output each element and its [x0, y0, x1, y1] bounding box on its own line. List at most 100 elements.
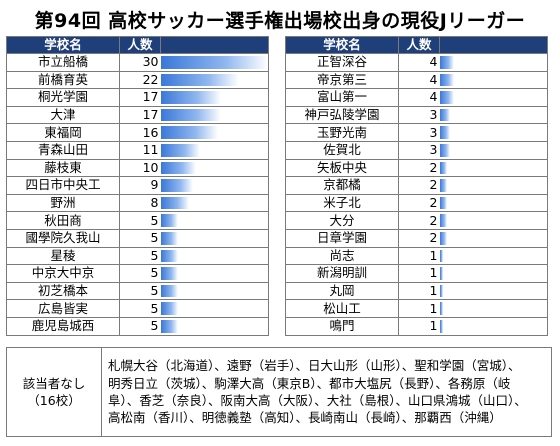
count-bar: [439, 108, 451, 122]
school-name: 矢板中央: [285, 158, 399, 178]
player-count: 3: [398, 105, 440, 125]
ranking-table-left: 学校名 人数 市立船橋 30 前橋育英 22 桐光学園 17 大津 17 東福岡 16 青森山田 11…: [6, 36, 269, 336]
player-count: 3: [398, 140, 440, 160]
player-count: 4: [398, 70, 440, 90]
table-row: 大分 2: [285, 211, 548, 230]
count-bar: [160, 231, 179, 245]
school-name: 正智深谷: [285, 53, 399, 72]
no-players-line: 阜）、香芝（奈良）、阪南大高（大阪）、大社（島根）、山口県鴻城（山口）、: [108, 393, 527, 408]
player-count: 4: [398, 88, 440, 107]
table-header-row: 学校名 人数: [6, 36, 269, 54]
count-bar: [439, 91, 454, 104]
no-players-count: （16校）: [27, 393, 81, 408]
count-bar: [439, 161, 447, 175]
no-players-box: 該当者なし （16校） 札幌大谷（北海道）、遠野（岩手）、日大山形（山形）、聖和…: [6, 347, 552, 437]
table-row: 鳴門 1: [285, 316, 548, 336]
table-row: 初芝橋本 5: [6, 281, 269, 301]
bar-cell: [439, 53, 548, 72]
player-count: 16: [119, 123, 161, 142]
count-bar: [160, 196, 190, 210]
bar-cell: [160, 88, 269, 107]
count-bar: [439, 179, 447, 192]
table-row: 富山第一 4: [285, 88, 548, 107]
bar-cell: [439, 281, 548, 301]
school-name: 京都橘: [285, 176, 399, 195]
school-name: 丸岡: [285, 281, 399, 301]
school-name: 秋田商: [6, 211, 120, 230]
count-bar: [160, 179, 193, 192]
bar-cell: [160, 105, 269, 125]
player-count: 5: [119, 246, 161, 266]
school-column-header: 学校名: [6, 36, 120, 54]
school-name: 大津: [6, 105, 120, 125]
player-count: 2: [398, 176, 440, 195]
count-bar: [160, 73, 240, 87]
count-bar: [160, 249, 179, 263]
count-bar: [160, 214, 179, 227]
table-header-row: 学校名 人数: [285, 36, 548, 54]
table-row: 丸岡 1: [285, 281, 548, 301]
school-name: 桐光学園: [6, 88, 120, 107]
table-row: 市立船橋 30: [6, 53, 269, 72]
player-count: 4: [398, 53, 440, 72]
bar-cell: [160, 140, 269, 160]
bar-cell: [160, 193, 269, 213]
player-count: 3: [398, 123, 440, 142]
player-count: 22: [119, 70, 161, 90]
player-count: 1: [398, 246, 440, 266]
count-bar: [160, 267, 179, 280]
player-count: 1: [398, 316, 440, 336]
bar-cell: [160, 123, 269, 142]
player-count: 5: [119, 316, 161, 336]
table-row: 藤枝東 10: [6, 158, 269, 178]
school-name: 大分: [285, 211, 399, 230]
player-count: 1: [398, 264, 440, 283]
player-count: 2: [398, 211, 440, 230]
count-bar: [439, 56, 454, 69]
table-row: 星稜 5: [6, 246, 269, 266]
count-bar: [439, 73, 454, 87]
count-bar: [439, 302, 444, 315]
bar-column-header: [160, 36, 269, 54]
bar-cell: [439, 88, 548, 107]
count-bar: [160, 143, 200, 157]
table-row: 四日市中央工 9: [6, 176, 269, 195]
bar-cell: [160, 53, 269, 72]
bar-cell: [439, 264, 548, 283]
bar-cell: [439, 316, 548, 336]
table-row: 大津 17: [6, 105, 269, 125]
player-count: 17: [119, 88, 161, 107]
count-bar: [160, 161, 197, 175]
player-count: 5: [119, 211, 161, 230]
bar-column-header: [439, 36, 548, 54]
school-name: 新潟明訓: [285, 264, 399, 283]
player-count: 1: [398, 281, 440, 301]
table-row: 前橋育英 22: [6, 70, 269, 90]
school-name: 藤枝東: [6, 158, 120, 178]
count-bar: [160, 108, 222, 122]
count-column-header: 人数: [398, 36, 440, 54]
table-row: 京都橘 2: [285, 176, 548, 195]
bar-cell: [160, 176, 269, 195]
bar-cell: [160, 246, 269, 266]
school-name: 帝京第三: [285, 70, 399, 90]
school-name: 富山第一: [285, 88, 399, 107]
no-players-line: 高松南（香川）、明徳義塾（高知）、長崎南山（長崎）、那覇西（沖縄）: [108, 410, 502, 426]
school-name: 米子北: [285, 193, 399, 213]
count-bar: [160, 284, 179, 298]
school-name: 國學院久我山: [6, 228, 120, 248]
table-row: 尚志 1: [285, 246, 548, 266]
table-row: 鹿児島城西 5: [6, 316, 269, 336]
count-bar: [160, 319, 179, 333]
player-count: 30: [119, 53, 161, 72]
player-count: 8: [119, 193, 161, 213]
player-count: 5: [119, 299, 161, 318]
school-name: 初芝橋本: [6, 281, 120, 301]
count-bar: [160, 91, 222, 104]
count-bar: [439, 214, 447, 227]
school-name: 玉野光南: [285, 123, 399, 142]
bar-cell: [439, 176, 548, 195]
bar-cell: [439, 193, 548, 213]
no-players-line: 札幌大谷（北海道）、遠野（岩手）、日大山形（山形）、聖和学園（宮城）、: [108, 358, 521, 374]
count-bar: [160, 56, 268, 69]
